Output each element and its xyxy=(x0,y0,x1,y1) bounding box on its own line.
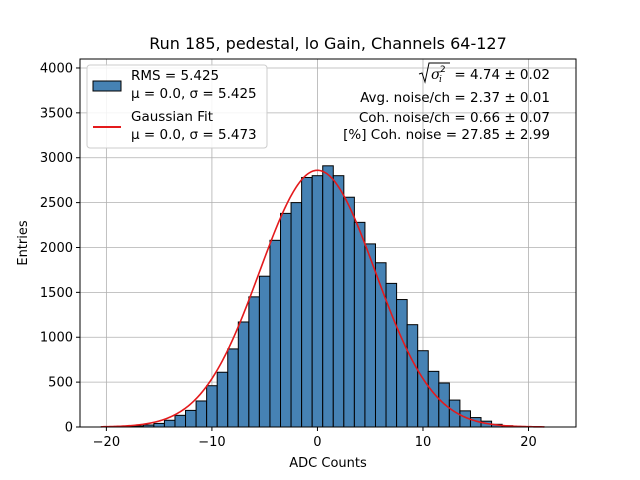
histogram-bar xyxy=(311,175,324,428)
plot-frame xyxy=(79,58,577,428)
chart-title: Run 185, pedestal, lo Gain, Channels 64-… xyxy=(149,34,507,53)
histogram-bar xyxy=(153,422,165,428)
y-tick-label: 3000 xyxy=(40,151,73,166)
histogram-bar xyxy=(248,296,260,428)
y-axis-label: Entries xyxy=(16,220,31,266)
histogram-bar xyxy=(269,239,282,428)
legend-swatch-histogram xyxy=(92,80,122,92)
x-tick-label: 10 xyxy=(415,435,432,450)
legend-sub-rms: μ = 0.0, σ = 5.425 xyxy=(131,86,257,102)
histogram-bar xyxy=(438,382,450,428)
svg-text:i: i xyxy=(439,75,442,85)
histogram-bar xyxy=(322,165,334,428)
svg-text:2: 2 xyxy=(440,65,446,75)
y-tick-label: 3500 xyxy=(40,106,73,121)
histogram-bar xyxy=(406,324,419,428)
histogram-bar xyxy=(396,299,408,428)
x-tick-label: −20 xyxy=(93,435,120,450)
y-tick-label: 500 xyxy=(48,376,73,391)
histogram-bar xyxy=(417,350,429,428)
sqrt-sigma-symbol: σ i 2 xyxy=(418,62,450,85)
y-tick-label: 0 xyxy=(65,421,73,436)
histogram-bar xyxy=(195,400,208,428)
histogram-bar xyxy=(185,409,197,428)
histogram-bar xyxy=(216,371,229,428)
y-tick-label: 1000 xyxy=(40,331,73,346)
stats-annotations: σ i 2 = 4.74 ± 0.02 Avg. noise/ch = 2.37… xyxy=(343,62,550,143)
y-axis-ticks: 0 500 1000 1500 2000 2500 3000 3500 4000 xyxy=(40,61,80,436)
y-tick-label: 2000 xyxy=(40,241,73,256)
histogram-bar xyxy=(343,196,355,428)
histogram-bar xyxy=(163,419,176,428)
x-axis-label: ADC Counts xyxy=(289,456,367,471)
legend-box xyxy=(86,64,268,149)
stat-coh-noise: Coh. noise/ch = 0.66 ± 0.07 xyxy=(359,110,550,126)
x-tick-label: 20 xyxy=(520,435,537,450)
legend-label-fit: Gaussian Fit xyxy=(131,109,213,125)
legend: RMS = 5.425 μ = 0.0, σ = 5.425 Gaussian … xyxy=(86,64,268,149)
histogram-bar xyxy=(237,321,250,428)
histogram-bar xyxy=(364,243,376,428)
histogram-bar xyxy=(280,212,292,428)
histogram-bar xyxy=(290,202,303,428)
x-tick-label: −10 xyxy=(198,435,225,450)
svg-text:σ: σ xyxy=(431,67,441,83)
histogram-bar xyxy=(332,175,345,428)
y-tick-label: 2500 xyxy=(40,196,73,211)
histogram-bar xyxy=(227,348,239,428)
stat-avg-noise: Avg. noise/ch = 2.37 ± 0.01 xyxy=(360,90,550,106)
histogram-bar xyxy=(427,370,440,428)
y-tick-label: 1500 xyxy=(40,286,73,301)
stat-sigma: = 4.74 ± 0.02 xyxy=(454,67,550,83)
stat-coh-noise-pct: [%] Coh. noise = 27.85 ± 2.99 xyxy=(343,127,550,143)
legend-label-rms: RMS = 5.425 xyxy=(131,68,219,84)
x-tick-label: 0 xyxy=(313,435,321,450)
gaussian-fit-line xyxy=(101,169,545,428)
histogram-bar xyxy=(206,385,218,428)
histogram-bar xyxy=(301,176,313,428)
histogram-bar xyxy=(174,414,187,428)
x-axis-ticks: −20 −10 0 10 20 xyxy=(93,427,537,450)
y-tick-label: 4000 xyxy=(40,61,73,76)
legend-sub-fit: μ = 0.0, σ = 5.473 xyxy=(131,127,257,143)
histogram-bar xyxy=(353,221,366,428)
histogram-bar xyxy=(258,275,271,428)
